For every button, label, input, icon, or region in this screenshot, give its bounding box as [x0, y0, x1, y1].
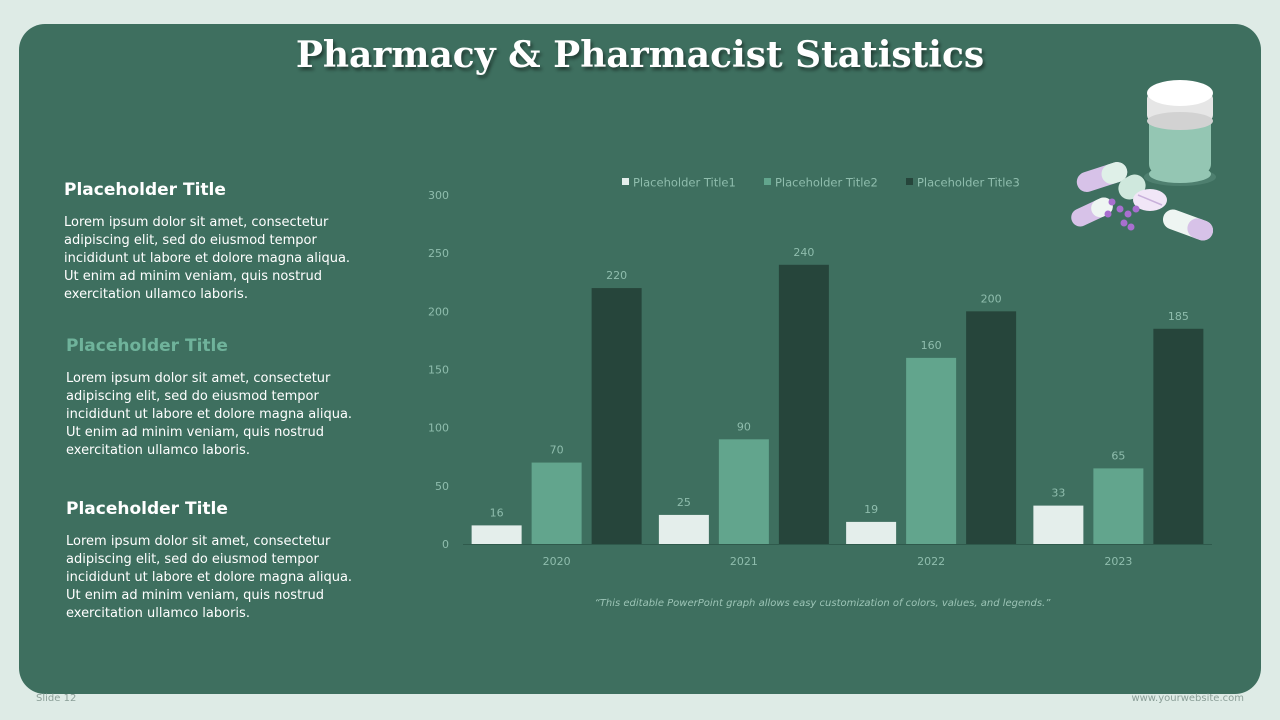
block-body: Lorem ipsum dolor sit amet, consectetur …	[64, 215, 351, 302]
x-axis: 2020 2021 2022 2023	[463, 544, 1212, 568]
legend-label: Placeholder Title3	[917, 176, 1020, 190]
x-tick-label: 2022	[917, 555, 945, 568]
bar	[778, 264, 829, 544]
block-title: Placeholder Title	[66, 336, 228, 356]
text-block-3: Placeholder Title Lorem ipsum dolor sit …	[66, 499, 356, 623]
legend-label: Placeholder Title2	[775, 176, 878, 190]
y-tick-label: 50	[435, 480, 449, 493]
block-body: Lorem ipsum dolor sit amet, consectetur …	[66, 371, 353, 458]
legend-swatch	[906, 178, 913, 185]
chart-legend: Placeholder Title1 Placeholder Title2 Plac…	[622, 176, 1020, 190]
bar	[591, 288, 642, 544]
data-label: 185	[1168, 310, 1189, 323]
bar	[471, 525, 522, 544]
y-tick-label: 100	[428, 422, 449, 435]
y-axis: 0 50 100 150 200 250 300	[428, 189, 449, 551]
data-label: 90	[737, 420, 751, 433]
bar	[846, 521, 897, 544]
bar	[1033, 505, 1084, 544]
bar	[906, 357, 957, 544]
bar	[658, 514, 709, 544]
x-tick-label: 2020	[543, 555, 571, 568]
slide-title: Pharmacy & Pharmacist Statistics	[295, 34, 985, 76]
x-tick-label: 2021	[730, 555, 758, 568]
data-label: 200	[981, 292, 1002, 305]
chart-note: “This editable PowerPoint graph allows e…	[594, 598, 1051, 609]
y-tick-label: 200	[428, 305, 449, 318]
bar	[718, 439, 769, 544]
x-tick-label: 2023	[1104, 555, 1132, 568]
data-label: 220	[606, 269, 627, 282]
text-block-2: Placeholder Title Lorem ipsum dolor sit …	[66, 336, 356, 460]
legend-label: Placeholder Title1	[633, 176, 736, 190]
legend-swatch	[622, 178, 629, 185]
chart-bars: 16 70 220 25 90 240 19 160 200 33 65 185	[471, 246, 1204, 544]
bar	[966, 311, 1017, 544]
text-block-1: Placeholder Title Lorem ipsum dolor sit …	[64, 180, 354, 304]
data-label: 25	[677, 496, 691, 509]
data-label: 70	[550, 444, 564, 457]
block-title: Placeholder Title	[64, 180, 226, 200]
block-body: Lorem ipsum dolor sit amet, consectetur …	[66, 534, 353, 621]
y-tick-label: 150	[428, 364, 449, 377]
data-label: 65	[1111, 449, 1125, 462]
y-tick-label: 0	[442, 538, 449, 551]
y-tick-label: 250	[428, 247, 449, 260]
data-label: 19	[864, 503, 878, 516]
bar	[531, 462, 582, 544]
data-label: 240	[793, 246, 814, 259]
bar	[1153, 328, 1204, 544]
data-label: 16	[490, 506, 504, 519]
block-title: Placeholder Title	[66, 499, 228, 519]
pill-bottle-and-capsules-icon	[1071, 80, 1216, 241]
slide-number: Slide 12	[36, 693, 77, 704]
legend-swatch	[764, 178, 771, 185]
website-url: www.yourwebsite.com	[1131, 693, 1244, 704]
bar	[1093, 468, 1144, 544]
data-label: 33	[1051, 487, 1065, 500]
y-tick-label: 300	[428, 189, 449, 202]
data-label: 160	[921, 339, 942, 352]
